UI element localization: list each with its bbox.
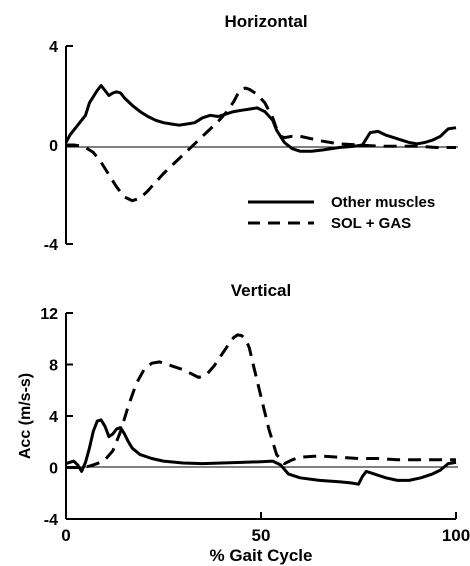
legend-label-other-muscles: Other muscles bbox=[331, 194, 435, 211]
vertical-x-axis-label: % Gait Cycle bbox=[210, 546, 313, 565]
horizontal-chart-title: Horizontal bbox=[224, 12, 307, 31]
horizontal-y-ticks: 4 0 -4 bbox=[44, 39, 73, 254]
vertical-y-tick-label: 0 bbox=[49, 461, 58, 478]
vertical-chart-title: Vertical bbox=[231, 281, 292, 300]
horizontal-series-other-muscles bbox=[64, 84, 457, 153]
vertical-x-tick-label: 50 bbox=[252, 526, 271, 545]
vertical-y-tick-label: 12 bbox=[40, 306, 58, 323]
horizontal-series bbox=[64, 84, 457, 203]
vertical-y-tick-label: 4 bbox=[49, 409, 58, 426]
vertical-series-other-muscles bbox=[65, 418, 457, 486]
vertical-series bbox=[65, 333, 457, 486]
vertical-x-tick-label: 100 bbox=[442, 526, 470, 545]
horizontal-panel: Horizontal 4 0 -4 Other muscles SOL + GAS bbox=[44, 12, 458, 254]
vertical-y-axis-label: Acc (m/s-s) bbox=[17, 373, 34, 459]
legend: Other muscles SOL + GAS bbox=[248, 194, 435, 232]
vertical-y-ticks: 12 8 4 0 -4 bbox=[40, 306, 73, 529]
vertical-series-sol-gas bbox=[66, 333, 456, 469]
vertical-y-tick-label: 8 bbox=[49, 358, 58, 375]
vertical-x-ticks: 0 50 100 bbox=[61, 512, 470, 545]
vertical-y-tick-label: -4 bbox=[44, 512, 58, 529]
legend-label-sol-gas: SOL + GAS bbox=[331, 215, 411, 232]
horizontal-series-sol-gas bbox=[66, 86, 456, 203]
horizontal-y-tick-label: 4 bbox=[49, 39, 58, 56]
horizontal-y-tick-label: 0 bbox=[49, 138, 58, 155]
horizontal-y-tick-label: -4 bbox=[44, 237, 58, 254]
vertical-x-tick-label: 0 bbox=[61, 526, 70, 545]
